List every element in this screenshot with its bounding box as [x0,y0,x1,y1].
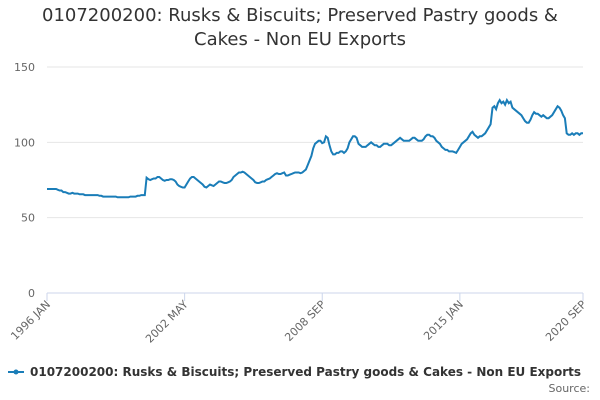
data-line [47,97,583,199]
x-tick-label: 2015 JAN [421,298,466,343]
y-tick-label: 50 [21,212,35,225]
y-tick-label: 100 [14,136,35,149]
chart-title: 0107200200: Rusks & Biscuits; Preserved … [42,5,558,50]
y-tick-label: 150 [14,61,35,74]
x-tick-label: 2002 MAY [143,298,191,346]
legend-label: 0107200200: Rusks & Biscuits; Preserved … [30,365,581,379]
x-tick-label: 1996 JAN [8,298,53,343]
x-tick-label: 2020 SEP [543,298,589,344]
legend-symbol-dot [13,369,19,375]
x-tick-label: 2008 SEP [282,298,328,344]
source: Source: [549,382,591,395]
y-tick-label: 0 [28,287,35,300]
